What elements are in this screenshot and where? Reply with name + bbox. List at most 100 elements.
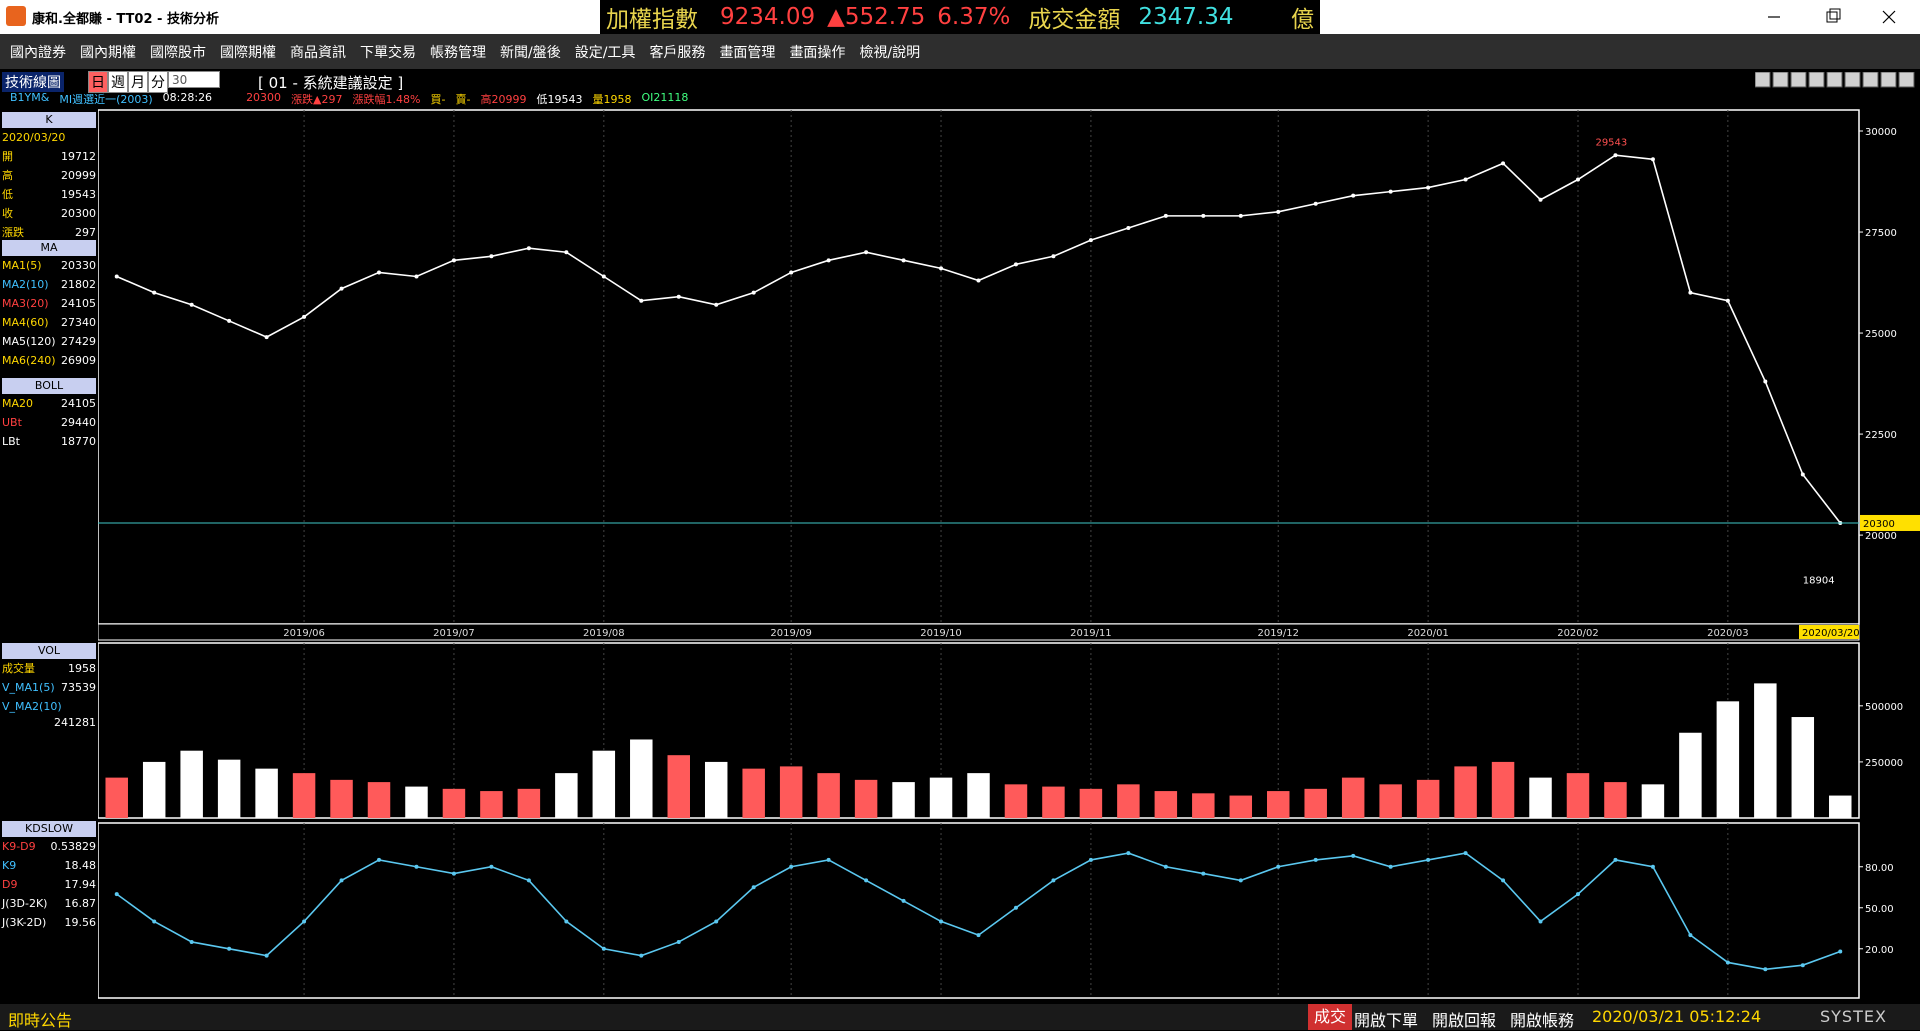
toolbar: 技術線圖 日週月分 30 [ 01 - 系統建議設定 ] B1YM& MI週選近一… — [0, 69, 1920, 108]
menu-item[interactable]: 國際股市 — [150, 44, 206, 61]
legend-label: J(3D-2K) — [2, 897, 48, 910]
high-label: 29543 — [1595, 137, 1627, 148]
data-point — [264, 953, 269, 958]
data-point — [1688, 933, 1693, 938]
volume-bar — [704, 761, 728, 818]
notice[interactable]: 即時公告 — [8, 1011, 73, 1030]
legend-value: 29440 — [61, 416, 96, 429]
quote-field: 量1958 — [592, 93, 632, 106]
y-tick-label: 30000 — [1865, 127, 1897, 138]
quote-field: 漲跌幅1.48% — [352, 93, 421, 106]
menu-item[interactable]: 檢視/說明 — [859, 44, 921, 61]
legend-label: UBt — [2, 416, 22, 429]
legend-title: VOL — [2, 643, 96, 659]
menu-item[interactable]: 商品資訊 — [290, 44, 346, 61]
data-point — [1088, 238, 1093, 243]
data-point — [1426, 185, 1431, 190]
volume-bar — [929, 777, 953, 818]
volume-bar — [1154, 791, 1178, 818]
window-controls[interactable] — [1750, 0, 1920, 34]
data-point — [939, 266, 944, 271]
data-point — [939, 919, 944, 924]
volume-bar — [330, 779, 353, 818]
volume-bar — [142, 761, 166, 818]
period-button[interactable]: 月 — [128, 71, 148, 93]
x-tick-label: 2019/09 — [770, 628, 812, 639]
legend-row: K9 18.48 — [2, 856, 96, 875]
menu-item[interactable]: 客戶服務 — [649, 44, 706, 61]
x-tick-label: 2019/11 — [1070, 628, 1112, 639]
period-button[interactable]: 週 — [108, 71, 128, 93]
status-button[interactable]: 開啟帳務 — [1510, 1011, 1575, 1030]
menu-item[interactable]: 國際期權 — [220, 44, 276, 61]
data-point — [714, 302, 719, 307]
x-tick-label: 2019/12 — [1257, 628, 1299, 639]
legend-value: 18.48 — [64, 859, 97, 872]
data-point — [601, 274, 606, 279]
data-point — [1501, 878, 1506, 883]
last-date-box — [1799, 625, 1859, 639]
data-point — [227, 318, 232, 323]
period-button[interactable]: 分 — [148, 71, 168, 93]
legend-label: 開 — [2, 150, 13, 163]
setting-label: [ 01 - 系統建議設定 ] — [258, 74, 404, 92]
legend-value: 21802 — [61, 278, 96, 291]
legend-row: J(3K-2D) 19.56 — [2, 913, 96, 932]
x-tick-label: 2019/06 — [283, 628, 325, 639]
status-buttons: 開啟下單 開啟回報 開啟帳務 — [1354, 1007, 1588, 1031]
quote-field: MI週選近一(2003) — [59, 93, 153, 106]
menu-item[interactable]: 設定/工具 — [574, 44, 636, 61]
data-point — [901, 258, 906, 263]
legend-label: MA2(10) — [2, 278, 49, 291]
legend-value: 17.94 — [64, 878, 97, 891]
data-point — [114, 274, 119, 279]
legend-title: KDSLOW — [2, 821, 96, 837]
data-point — [1725, 298, 1730, 303]
menu-item[interactable]: 帳務管理 — [430, 44, 486, 61]
period-button[interactable]: 日 — [88, 71, 108, 93]
data-point — [152, 290, 157, 295]
legend-value: 19712 — [61, 150, 96, 163]
minute-select[interactable]: 30 — [168, 71, 220, 88]
volume-bar — [1641, 784, 1665, 818]
menu-item[interactable]: 新聞/盤後 — [500, 44, 561, 61]
volume-bar — [1267, 791, 1290, 818]
menu-item[interactable]: 畫面管理 — [719, 44, 776, 61]
legend-value: 19543 — [61, 188, 96, 201]
legend-label: MA3(20) — [2, 297, 49, 310]
legend-value: 0.53829 — [50, 840, 97, 853]
volume-bar — [1716, 701, 1740, 818]
data-point — [1501, 161, 1506, 166]
legend-label: MA20 — [2, 397, 34, 410]
legend-label: J(3K-2D) — [2, 916, 47, 929]
legend-label: 漲跌 — [2, 226, 24, 239]
chart-tools[interactable] — [1755, 72, 1920, 88]
y-tick-label: 20000 — [1865, 531, 1897, 542]
window-title: 康和.全都賺 - TT02 - 技術分析 — [32, 12, 219, 27]
menu-item[interactable]: 國內證券 — [10, 44, 66, 61]
title-bar: 康和.全都賺 - TT02 - 技術分析 加權指數 9234.09 ▲552.7… — [0, 0, 1920, 34]
quote-field: 高20999 — [480, 93, 527, 106]
data-point — [864, 250, 869, 255]
volume-bar — [1829, 795, 1852, 818]
status-button[interactable]: 開啟回報 — [1432, 1011, 1497, 1030]
data-point — [451, 258, 456, 263]
legend-value: 20999 — [61, 169, 96, 182]
legend-label: K9 — [2, 859, 17, 872]
data-point — [564, 250, 569, 255]
quote-field: 20300 — [246, 91, 282, 104]
menu-item[interactable]: 下單交易 — [360, 44, 416, 61]
x-tick-label: 2019/07 — [433, 628, 475, 639]
data-point — [1013, 262, 1018, 267]
legend-row: V_MA2(10) — [2, 697, 96, 716]
status-button[interactable]: 開啟下單 — [1354, 1011, 1419, 1030]
data-point — [789, 864, 794, 869]
menu-item[interactable]: 畫面操作 — [789, 44, 846, 61]
data-point — [1575, 177, 1580, 182]
legend-label: 高 — [2, 169, 13, 182]
volume-bar — [480, 791, 503, 818]
x-tick-label: 2020/02 — [1557, 628, 1599, 639]
quote-field: 漲跌▲297 — [291, 93, 343, 106]
menu-item[interactable]: 國內期權 — [80, 44, 136, 61]
